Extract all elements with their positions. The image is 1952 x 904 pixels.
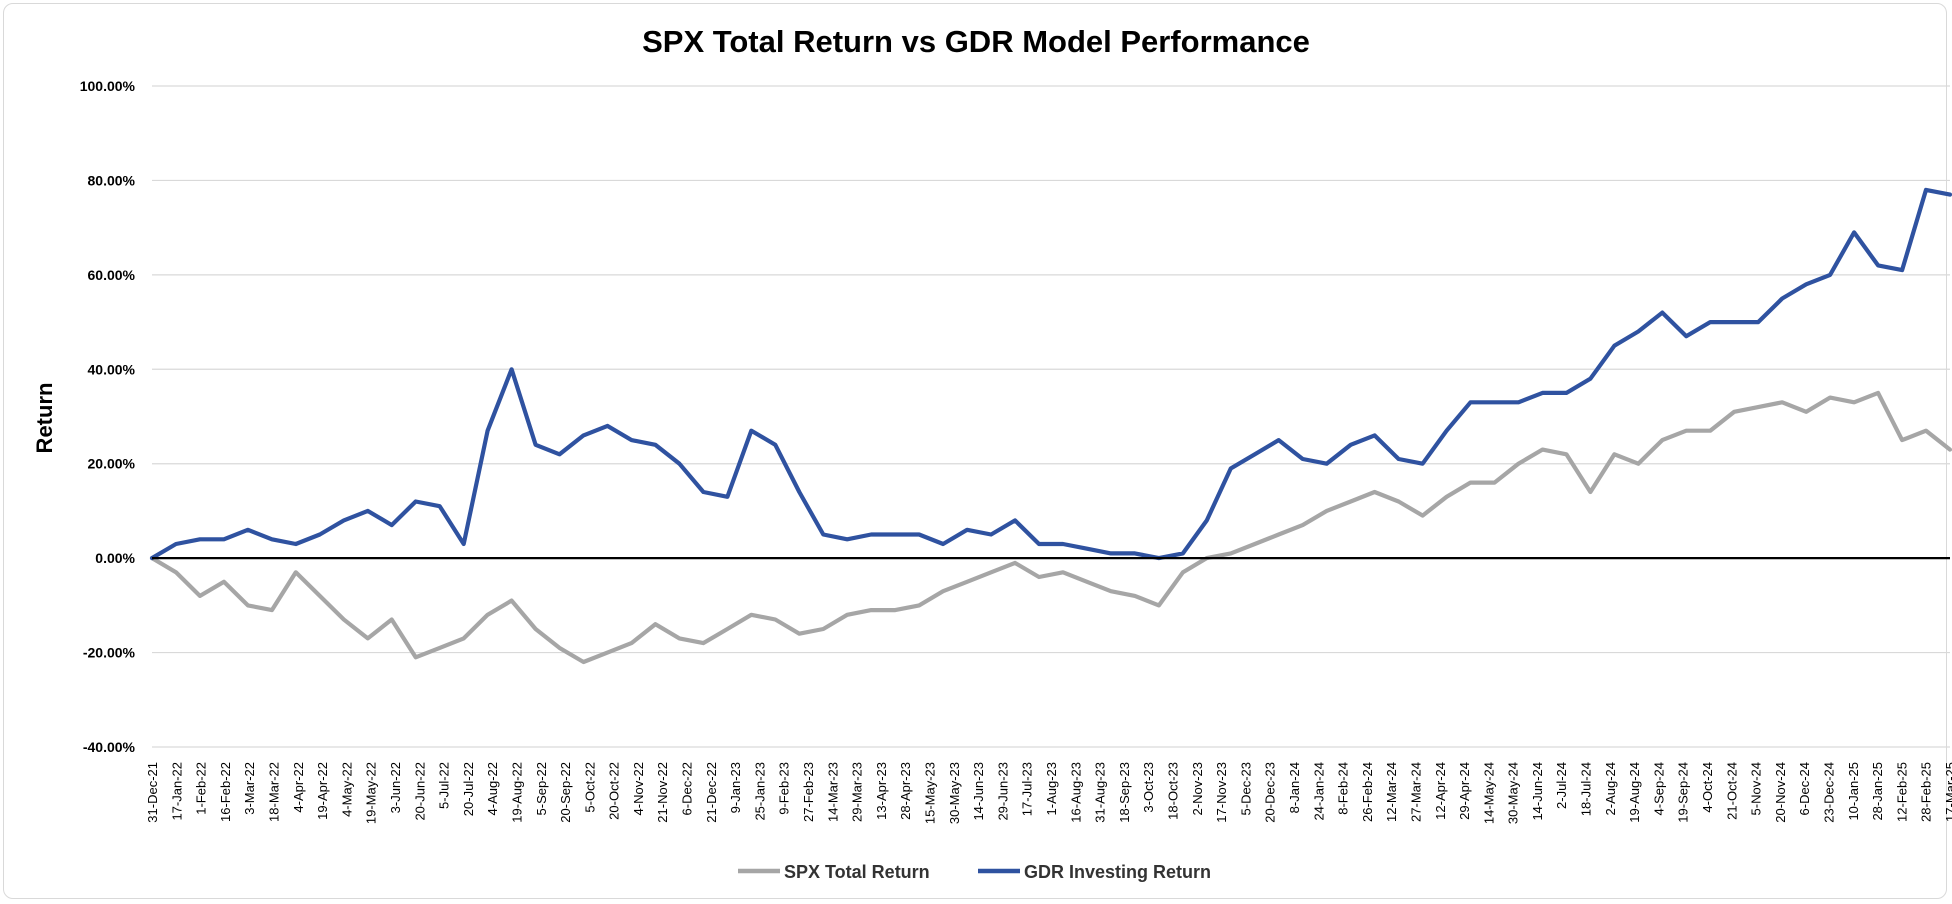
- x-tick-label: 27-Feb-23: [801, 762, 816, 822]
- y-tick-label: 40.00%: [88, 361, 136, 377]
- x-tick-label: 18-Oct-23: [1165, 762, 1180, 820]
- x-tick-label: 1-Feb-22: [194, 762, 209, 815]
- x-tick-label: 5-Nov-24: [1749, 762, 1764, 815]
- y-tick-label: 0.00%: [95, 550, 135, 566]
- y-tick-label: 100.00%: [80, 78, 136, 94]
- x-tick-label: 19-Sep-24: [1676, 762, 1691, 823]
- x-tick-label: 5-Oct-22: [582, 762, 597, 813]
- x-tick-label: 4-Apr-22: [291, 762, 306, 813]
- x-tick-label: 8-Jan-24: [1287, 762, 1302, 813]
- x-tick-label: 8-Feb-24: [1336, 762, 1351, 815]
- x-tick-label: 5-Sep-22: [534, 762, 549, 815]
- chart-frame: [3, 3, 1947, 899]
- x-tick-label: 21-Oct-24: [1724, 762, 1739, 820]
- x-tick-label: 17-Nov-23: [1214, 762, 1229, 823]
- x-tick-label: 19-Aug-22: [509, 762, 524, 823]
- series-line-spx: [149, 390, 1952, 665]
- x-tick-label: 16-Aug-23: [1068, 762, 1083, 823]
- x-tick-label: 6-Dec-22: [680, 762, 695, 815]
- x-tick-label: 26-Feb-24: [1360, 762, 1375, 822]
- x-tick-label: 5-Dec-23: [1238, 762, 1253, 815]
- x-tick-label: 18-Jul-24: [1579, 762, 1594, 816]
- x-tick-label: 16-Feb-22: [218, 762, 233, 822]
- x-tick-label: 28-Apr-23: [898, 762, 913, 820]
- legend-label: GDR Investing Return: [1024, 862, 1211, 882]
- x-tick-label: 5-Jul-22: [437, 762, 452, 809]
- x-tick-label: 30-May-24: [1506, 762, 1521, 824]
- x-tick-label: 31-Dec-21: [145, 762, 160, 823]
- x-tick-label: 29-Mar-23: [850, 762, 865, 822]
- x-tick-label: 19-Apr-22: [315, 762, 330, 820]
- x-tick-label: 4-Sep-24: [1651, 762, 1666, 815]
- x-tick-label: 18-Sep-23: [1117, 762, 1132, 823]
- x-tick-label: 29-Apr-24: [1457, 762, 1472, 820]
- x-tick-label: 24-Jan-24: [1311, 762, 1326, 821]
- y-tick-label: 60.00%: [88, 267, 136, 283]
- x-tick-label: 20-Jun-22: [412, 762, 427, 821]
- x-tick-label: 9-Jan-23: [728, 762, 743, 813]
- series-lines: [149, 187, 1952, 665]
- x-tick-label: 1-Aug-23: [1044, 762, 1059, 815]
- x-tick-label: 28-Feb-25: [1919, 762, 1934, 822]
- x-tick-label: 9-Feb-23: [777, 762, 792, 815]
- legend: SPX Total Return GDR Investing Return: [738, 862, 1211, 882]
- x-tick-label: 20-Oct-22: [607, 762, 622, 820]
- x-tick-label: 2-Jul-24: [1554, 762, 1569, 809]
- x-tick-label: 4-Nov-22: [631, 762, 646, 815]
- series-line-gdr: [149, 187, 1952, 561]
- x-tick-label: 21-Dec-22: [704, 762, 719, 823]
- x-tick-label: 4-Oct-24: [1700, 762, 1715, 813]
- y-tick-labels: -40.00% -20.00% 0.00% 20.00% 40.00% 60.00% 80.…: [80, 78, 136, 755]
- x-tick-label: 28-Jan-25: [1870, 762, 1885, 821]
- x-tick-label: 3-Mar-22: [242, 762, 257, 815]
- legend-label: SPX Total Return: [784, 862, 930, 882]
- x-tick-label: 18-Mar-22: [266, 762, 281, 822]
- x-tick-label: 20-Dec-23: [1263, 762, 1278, 823]
- x-tick-label: 29-Jun-23: [995, 762, 1010, 821]
- x-tick-label: 4-Aug-22: [485, 762, 500, 815]
- y-tick-label: -20.00%: [83, 645, 136, 661]
- x-tick-label: 12-Mar-24: [1384, 762, 1399, 822]
- x-tick-label: 27-Mar-24: [1408, 762, 1423, 822]
- x-tick-label: 14-Jun-24: [1530, 762, 1545, 821]
- y-tick-label: 20.00%: [88, 456, 136, 472]
- x-tick-label: 2-Aug-24: [1603, 762, 1618, 815]
- x-tick-label: 25-Jan-23: [752, 762, 767, 821]
- x-tick-label: 17-Mar-25: [1943, 762, 1952, 822]
- x-tick-label: 19-Aug-24: [1627, 762, 1642, 823]
- x-tick-label: 17-Jul-23: [1020, 762, 1035, 816]
- x-tick-label: 20-Sep-22: [558, 762, 573, 823]
- x-tick-label: 20-Nov-24: [1773, 762, 1788, 823]
- chart-title: SPX Total Return vs GDR Model Performanc…: [642, 24, 1310, 59]
- x-tick-label: 6-Dec-24: [1797, 762, 1812, 815]
- x-tick-label: 15-May-23: [923, 762, 938, 824]
- y-tick-label: -40.00%: [83, 739, 136, 755]
- x-tick-label: 10-Jan-25: [1846, 762, 1861, 821]
- x-tick-label: 14-Mar-23: [825, 762, 840, 822]
- x-tick-label: 12-Apr-24: [1433, 762, 1448, 820]
- x-tick-label: 3-Oct-23: [1141, 762, 1156, 813]
- x-tick-label: 21-Nov-22: [655, 762, 670, 823]
- x-tick-label: 12-Feb-25: [1894, 762, 1909, 822]
- x-tick-label: 3-Jun-22: [388, 762, 403, 813]
- x-tick-label: 14-May-24: [1481, 762, 1496, 824]
- x-tick-label: 2-Nov-23: [1190, 762, 1205, 815]
- x-tick-label: 19-May-22: [364, 762, 379, 824]
- x-tick-label: 17-Jan-22: [169, 762, 184, 821]
- x-tick-label: 23-Dec-24: [1822, 762, 1837, 823]
- x-tick-labels: 31-Dec-21 17-Jan-22 1-Feb-22 16-Feb-22 3-Mar…: [145, 762, 1952, 824]
- x-tick-label: 20-Jul-22: [461, 762, 476, 816]
- x-tick-label: 4-May-22: [339, 762, 354, 817]
- x-tick-label: 30-May-23: [947, 762, 962, 824]
- y-tick-label: 80.00%: [88, 172, 136, 188]
- y-axis-label: Return: [32, 383, 57, 454]
- x-tick-label: 14-Jun-23: [971, 762, 986, 821]
- x-tick-label: 13-Apr-23: [874, 762, 889, 820]
- gridlines: [152, 85, 1950, 748]
- x-tick-label: 31-Aug-23: [1093, 762, 1108, 823]
